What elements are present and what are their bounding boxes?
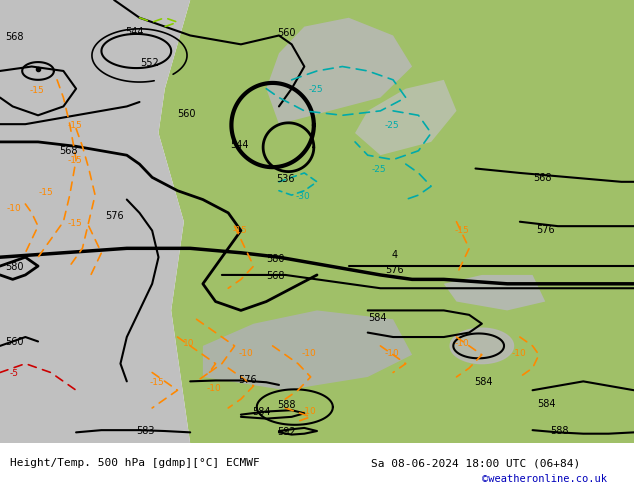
Text: 580: 580 bbox=[266, 254, 285, 264]
Text: -15: -15 bbox=[232, 226, 247, 235]
Text: 588: 588 bbox=[277, 400, 296, 410]
Text: 568: 568 bbox=[533, 173, 552, 183]
Text: 544: 544 bbox=[125, 27, 144, 37]
Text: 576: 576 bbox=[238, 375, 257, 386]
Polygon shape bbox=[0, 0, 190, 443]
Text: -15: -15 bbox=[38, 188, 53, 197]
Text: 588: 588 bbox=[550, 426, 569, 436]
Text: -30: -30 bbox=[295, 192, 311, 200]
Text: 592: 592 bbox=[277, 427, 296, 438]
Text: 583: 583 bbox=[136, 426, 155, 436]
Text: 552: 552 bbox=[140, 58, 159, 68]
Text: -25: -25 bbox=[384, 121, 399, 129]
Polygon shape bbox=[203, 311, 412, 390]
Text: 576: 576 bbox=[385, 265, 404, 274]
Text: 544: 544 bbox=[230, 141, 249, 150]
Text: 584: 584 bbox=[252, 407, 271, 416]
Text: -10: -10 bbox=[302, 349, 317, 358]
Text: -25: -25 bbox=[308, 85, 323, 94]
Polygon shape bbox=[266, 18, 412, 124]
Text: -10: -10 bbox=[454, 339, 469, 348]
Text: Sa 08-06-2024 18:00 UTC (06+84): Sa 08-06-2024 18:00 UTC (06+84) bbox=[371, 458, 580, 468]
Text: 584: 584 bbox=[474, 377, 493, 387]
Text: 536: 536 bbox=[276, 174, 295, 184]
Text: -15: -15 bbox=[454, 226, 469, 235]
Text: -10: -10 bbox=[207, 384, 222, 392]
Text: 4: 4 bbox=[391, 249, 398, 260]
Text: -10: -10 bbox=[511, 349, 526, 358]
Text: -10: -10 bbox=[302, 407, 317, 416]
Text: -15: -15 bbox=[67, 121, 82, 129]
Text: 560: 560 bbox=[177, 108, 196, 119]
Text: 568: 568 bbox=[59, 146, 78, 156]
Text: ©weatheronline.co.uk: ©weatheronline.co.uk bbox=[482, 474, 607, 485]
Text: -10: -10 bbox=[238, 349, 254, 358]
Polygon shape bbox=[158, 0, 634, 443]
Text: 568: 568 bbox=[266, 271, 285, 281]
Text: 576: 576 bbox=[536, 225, 555, 235]
Text: -15: -15 bbox=[67, 220, 82, 228]
Text: 576: 576 bbox=[105, 211, 124, 221]
Text: -25: -25 bbox=[372, 165, 387, 174]
Text: 560: 560 bbox=[277, 28, 296, 38]
Text: 560: 560 bbox=[4, 337, 23, 347]
Text: -10: -10 bbox=[6, 204, 22, 213]
Polygon shape bbox=[450, 328, 514, 364]
Text: Height/Temp. 500 hPa [gdmp][°C] ECMWF: Height/Temp. 500 hPa [gdmp][°C] ECMWF bbox=[10, 458, 259, 468]
Polygon shape bbox=[444, 275, 545, 311]
Text: 568: 568 bbox=[4, 32, 23, 42]
Text: 584: 584 bbox=[368, 313, 387, 322]
Text: -10: -10 bbox=[384, 349, 399, 358]
Text: -15: -15 bbox=[150, 378, 165, 387]
Text: 580: 580 bbox=[4, 262, 23, 272]
Text: 584: 584 bbox=[537, 398, 556, 409]
Text: -15: -15 bbox=[67, 156, 82, 165]
Text: 10: 10 bbox=[183, 339, 195, 348]
Text: -5: -5 bbox=[10, 369, 18, 378]
Text: -15: -15 bbox=[29, 86, 44, 95]
Polygon shape bbox=[355, 80, 456, 155]
